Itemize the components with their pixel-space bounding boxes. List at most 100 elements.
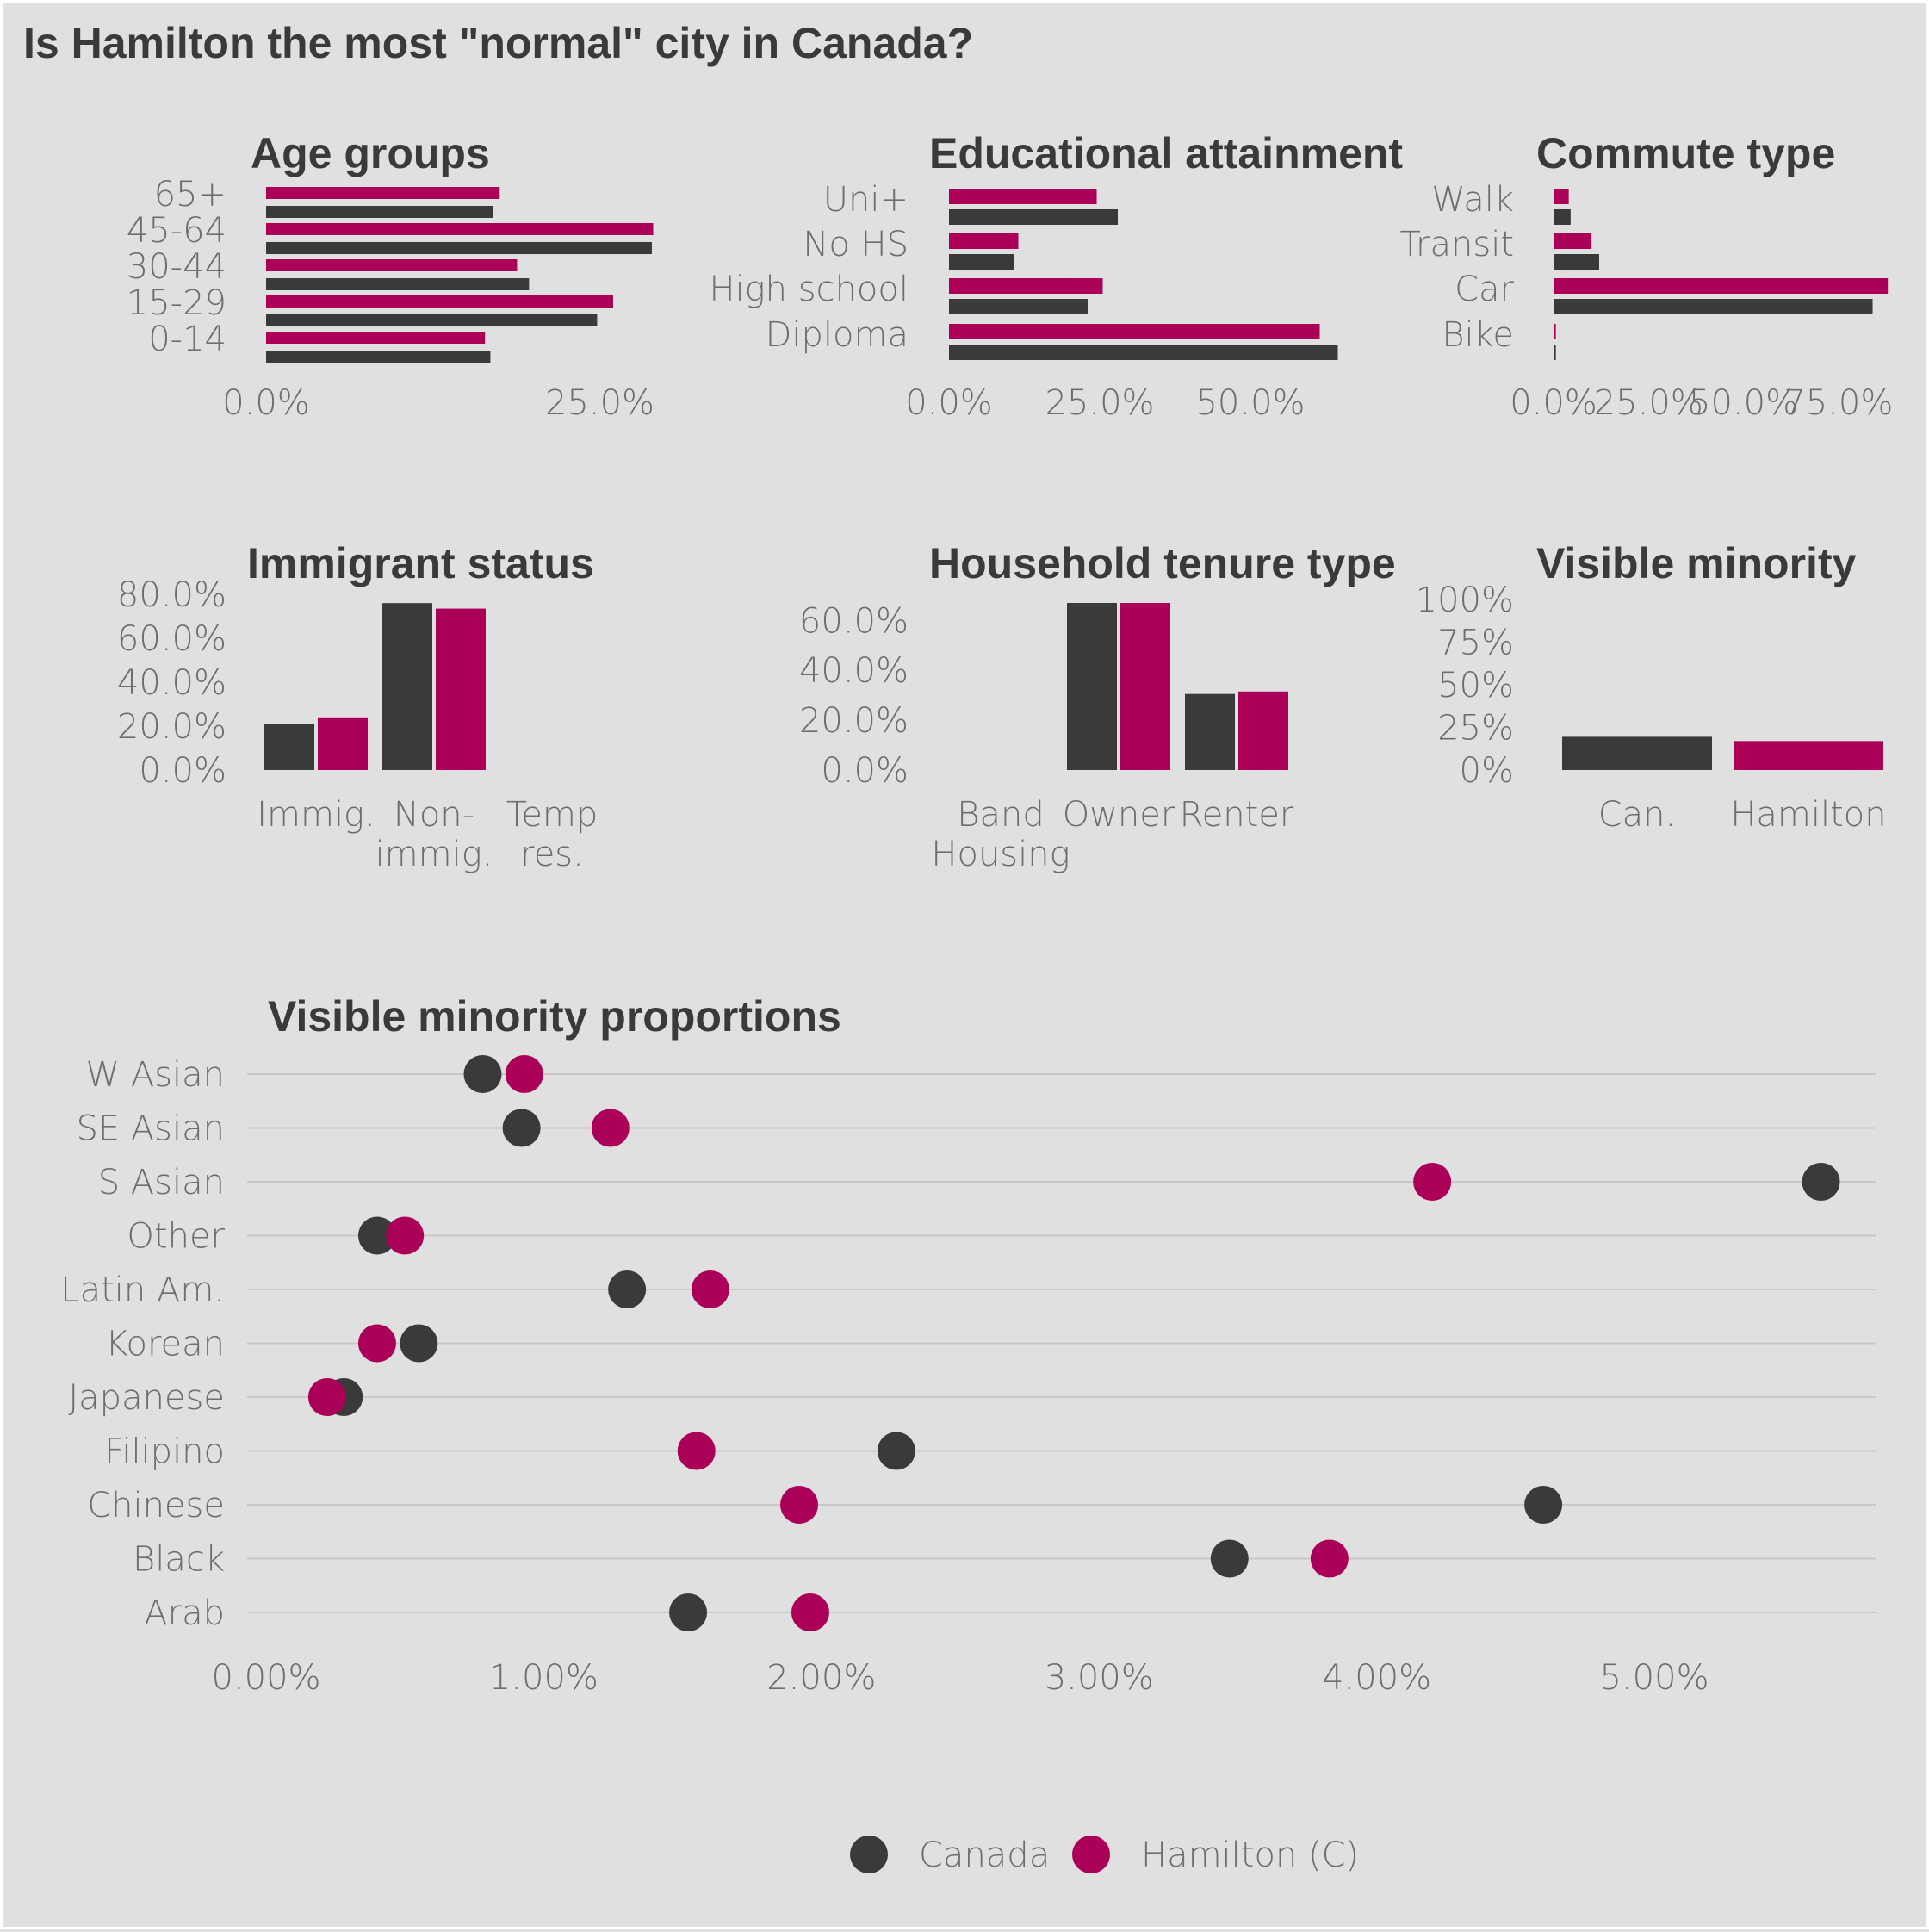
bar-canada: [949, 299, 1088, 314]
point-canada: [400, 1324, 438, 1363]
bar-hamilton: [266, 259, 518, 271]
legend-swatch-hamilton: [1072, 1836, 1110, 1873]
bar-canada: [949, 254, 1014, 270]
bar-hamilton: [949, 233, 1019, 249]
page-title: Is Hamilton the most "normal" city in Ca…: [23, 19, 973, 67]
x-tick-label: 0.00%: [211, 1658, 320, 1698]
point-hamilton: [677, 1432, 716, 1470]
point-canada: [669, 1593, 708, 1631]
y-tick-label: 60.0%: [117, 619, 226, 659]
bar-canada: [266, 206, 493, 218]
category-label: Car: [1455, 270, 1514, 309]
category-label: 30-44: [127, 247, 226, 287]
category-label: 15-29: [127, 283, 226, 323]
category-label: Arab: [144, 1593, 225, 1633]
point-canada: [608, 1270, 647, 1308]
point-hamilton: [691, 1270, 729, 1308]
bar-hamilton: [266, 295, 613, 308]
category-label: Bike: [1442, 315, 1514, 355]
bar-hamilton: [949, 189, 1097, 204]
commute-title: Commute type: [1536, 129, 1835, 177]
point-canada: [877, 1432, 915, 1470]
y-tick-label: 75%: [1437, 624, 1514, 663]
bar-hamilton: [1120, 603, 1170, 770]
point-canada: [502, 1109, 541, 1147]
category-label: Can.: [1598, 795, 1677, 835]
category-label: 0-14: [148, 320, 226, 359]
y-tick-label: 40.0%: [799, 651, 909, 691]
y-tick-label: 80.0%: [117, 575, 226, 615]
category-label: Hamilton: [1730, 795, 1886, 835]
bar-hamilton: [1554, 233, 1592, 249]
tenure-panel: Household tenure type 0.0% 20.0% 40.0% 60.0%…: [799, 539, 1396, 874]
y-tick-label: 100%: [1416, 581, 1514, 620]
category-label: Other: [127, 1217, 225, 1257]
bar-canada: [1554, 209, 1571, 225]
y-tick-label: 60.0%: [799, 601, 909, 641]
category-label: Diploma: [766, 315, 909, 355]
point-hamilton: [386, 1216, 425, 1255]
bar-hamilton: [1734, 741, 1883, 770]
x-tick-label: 5.00%: [1600, 1658, 1709, 1698]
category-label: res.: [520, 835, 584, 874]
y-tick-label: 20.0%: [799, 701, 909, 741]
point-hamilton: [357, 1324, 396, 1363]
chart-figure: Is Hamilton the most "normal" city in Ca…: [23, 19, 1894, 1875]
bar-canada: [266, 314, 598, 326]
x-tick-label: 75.0%: [1783, 383, 1893, 423]
point-canada: [1210, 1539, 1249, 1578]
point-canada: [1524, 1486, 1563, 1524]
category-label: Immig.: [257, 795, 375, 835]
category-label: No HS: [803, 225, 909, 264]
bar-canada: [1554, 299, 1873, 314]
y-tick-label: 0.0%: [821, 751, 909, 791]
point-canada: [1802, 1163, 1840, 1201]
bar-canada: [266, 351, 491, 363]
category-label: Korean: [105, 1325, 225, 1364]
x-tick-label: 0.0%: [222, 383, 310, 423]
visible_minority-title: Visible minority: [1536, 539, 1857, 587]
x-tick-label: 0.0%: [905, 383, 993, 423]
point-canada: [463, 1055, 502, 1093]
y-tick-label: 40.0%: [117, 663, 226, 703]
category-label: Chinese: [87, 1486, 225, 1525]
bar-canada: [1562, 736, 1712, 770]
immigrant-title: Immigrant status: [247, 539, 594, 587]
category-label: High school: [709, 270, 909, 309]
bar-hamilton: [1238, 691, 1288, 770]
category-label: Housing: [931, 835, 1070, 874]
bar-canada: [1067, 603, 1117, 770]
x-tick-label: 2.00%: [766, 1658, 876, 1698]
vm_proportions-panel: Visible minority proportions W Asian SE As…: [60, 992, 1876, 1698]
bar-hamilton: [266, 223, 654, 235]
visible_minority-panel: Visible minority 0%25% 50%75% 100% Can. Hamil…: [1416, 539, 1887, 835]
category-label: Renter: [1180, 795, 1294, 835]
bar-hamilton: [949, 324, 1320, 339]
category-label: Walk: [1431, 180, 1514, 220]
bar-hamilton: [1554, 278, 1889, 294]
x-tick-label: 50.0%: [1195, 383, 1305, 423]
bar-canada: [1554, 345, 1556, 360]
commute-panel: Commute type Walk Transit Car Bike 0.0%25.0%5…: [1400, 129, 1894, 423]
point-hamilton: [1310, 1539, 1349, 1578]
x-tick-label: 25.0%: [545, 383, 654, 423]
age-title: Age groups: [251, 129, 490, 177]
y-tick-label: 0%: [1460, 751, 1514, 791]
category-label: Uni+: [823, 180, 909, 220]
x-tick-label: 25.0%: [1045, 383, 1154, 423]
bar-hamilton: [1554, 324, 1556, 339]
bar-hamilton: [318, 717, 368, 770]
category-label: Owner: [1063, 795, 1175, 835]
point-hamilton: [307, 1378, 346, 1416]
tenure-title: Household tenure type: [929, 539, 1396, 587]
point-hamilton: [791, 1593, 829, 1631]
immigrant-panel: Immigrant status 0.0%20.0%40.0%60.0%80.0%…: [117, 539, 598, 874]
bar-canada: [382, 603, 432, 770]
x-tick-label: 50.0%: [1689, 383, 1798, 423]
bar-canada: [266, 242, 652, 254]
category-label: Latin Am.: [60, 1270, 225, 1310]
bar-hamilton: [266, 332, 486, 344]
x-tick-label: 4.00%: [1322, 1658, 1431, 1698]
